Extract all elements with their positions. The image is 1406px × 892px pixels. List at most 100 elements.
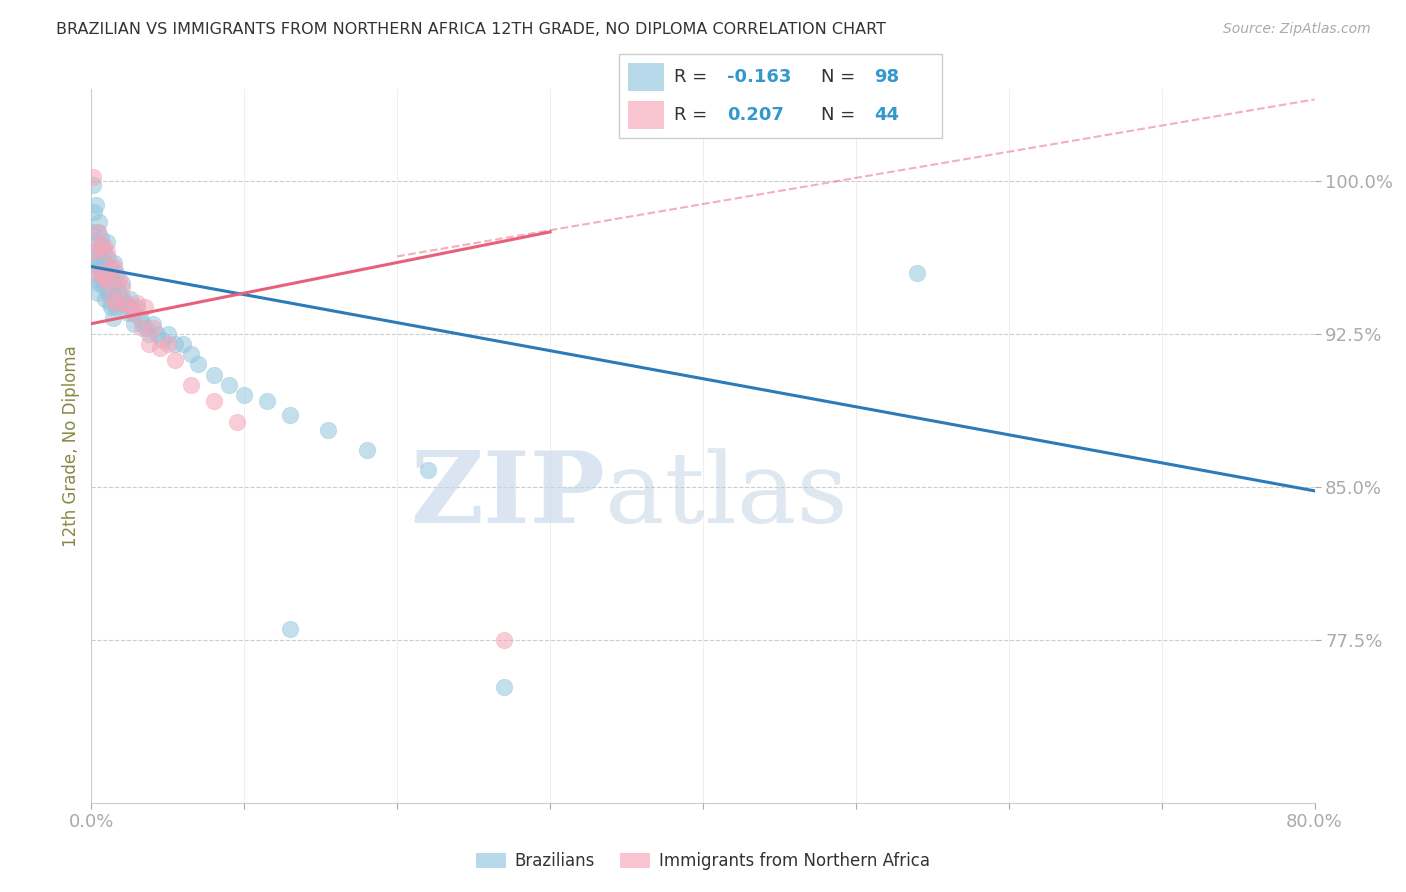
Point — [84, 272, 107, 286]
Point — [82, 252, 104, 266]
Point — [118, 292, 141, 306]
Point — [165, 353, 187, 368]
Point — [318, 423, 340, 437]
Text: R =: R = — [673, 68, 713, 86]
Point — [87, 239, 110, 253]
Point — [108, 272, 131, 286]
Point — [90, 260, 112, 274]
Point — [256, 394, 278, 409]
Point — [122, 317, 145, 331]
Text: N =: N = — [821, 106, 860, 124]
Point — [111, 280, 134, 294]
Point — [132, 317, 155, 331]
Point — [180, 347, 202, 361]
Point — [114, 296, 136, 310]
Point — [103, 260, 125, 274]
Point — [494, 632, 516, 647]
Bar — [628, 62, 664, 91]
Point — [114, 296, 136, 310]
Point — [122, 306, 145, 320]
Point — [97, 276, 120, 290]
Point — [278, 409, 301, 423]
Point — [105, 276, 128, 290]
Point — [94, 272, 117, 286]
Point — [82, 169, 104, 184]
Point — [131, 320, 153, 334]
Point — [84, 235, 107, 249]
Point — [100, 266, 122, 280]
Point — [87, 245, 110, 260]
Text: 0.207: 0.207 — [727, 106, 785, 124]
Point — [156, 326, 179, 341]
Point — [141, 317, 163, 331]
Text: N =: N = — [821, 68, 860, 86]
Bar — [628, 101, 664, 129]
Point — [104, 301, 127, 315]
Point — [356, 443, 378, 458]
Point — [127, 296, 149, 310]
Point — [94, 292, 117, 306]
Point — [94, 255, 117, 269]
Point — [120, 301, 142, 315]
Point — [118, 301, 141, 315]
Text: 44: 44 — [875, 106, 898, 124]
Point — [83, 255, 105, 269]
Point — [112, 292, 135, 306]
Point — [93, 239, 115, 253]
Point — [110, 296, 132, 310]
Text: R =: R = — [673, 106, 713, 124]
Point — [138, 326, 160, 341]
Point — [87, 276, 110, 290]
Point — [101, 292, 124, 306]
Y-axis label: 12th Grade, No Diploma: 12th Grade, No Diploma — [62, 345, 80, 547]
Point — [134, 301, 156, 315]
Point — [84, 198, 107, 212]
Point — [93, 245, 115, 260]
Point — [86, 286, 108, 301]
Point — [135, 320, 157, 334]
Point — [82, 178, 104, 192]
Point — [905, 266, 928, 280]
Point — [115, 301, 138, 315]
Point — [98, 260, 121, 274]
Point — [96, 266, 118, 280]
Legend: Brazilians, Immigrants from Northern Africa: Brazilians, Immigrants from Northern Afr… — [470, 846, 936, 877]
Point — [218, 377, 240, 392]
Point — [127, 301, 149, 315]
Point — [278, 623, 301, 637]
Point — [87, 215, 110, 229]
Point — [93, 280, 115, 294]
Point — [91, 272, 114, 286]
Point — [100, 301, 122, 315]
Point — [121, 306, 143, 320]
Point — [141, 320, 163, 334]
Point — [90, 231, 112, 245]
Point — [97, 252, 120, 266]
Point — [494, 680, 516, 694]
Point — [202, 394, 225, 409]
Point — [103, 290, 125, 304]
Point — [187, 358, 209, 372]
Point — [180, 377, 202, 392]
Point — [86, 260, 108, 274]
Point — [172, 337, 194, 351]
Text: -0.163: -0.163 — [727, 68, 792, 86]
Point — [100, 260, 122, 274]
Point — [117, 306, 139, 320]
Point — [98, 296, 121, 310]
Point — [96, 235, 118, 249]
Point — [83, 204, 105, 219]
Point — [165, 337, 187, 351]
Point — [149, 341, 172, 355]
Point — [96, 245, 118, 260]
Point — [129, 310, 152, 325]
Point — [86, 225, 108, 239]
Point — [91, 239, 114, 253]
Text: atlas: atlas — [605, 448, 848, 544]
Point — [156, 337, 179, 351]
Point — [108, 286, 131, 301]
Point — [138, 337, 160, 351]
Point — [101, 310, 124, 325]
Point — [233, 388, 256, 402]
Point — [104, 296, 127, 310]
